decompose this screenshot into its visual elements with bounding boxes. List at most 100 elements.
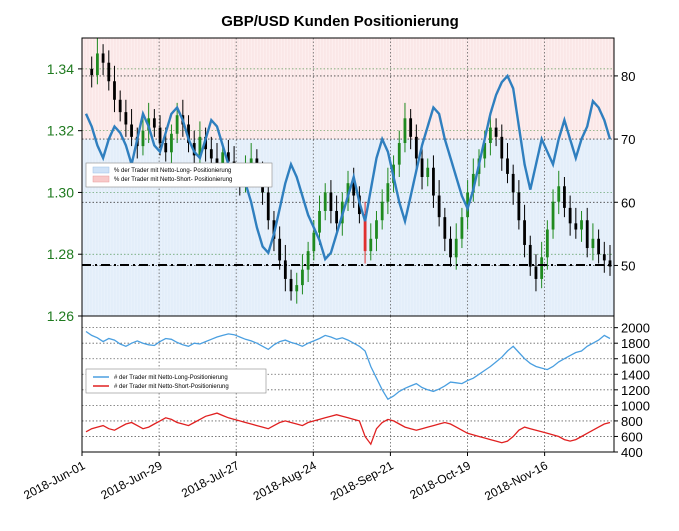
chart-title: GBP/USD Kunden Positionierung (221, 13, 459, 30)
legend-label-short-count: # der Trader mit Netto-Short-Positionier… (114, 384, 229, 390)
series-long-percentage (84, 73, 612, 262)
candle-body (557, 186, 561, 202)
candle-body (585, 220, 589, 249)
right-tick-label: 2000 (621, 321, 650, 336)
candle-body (306, 251, 310, 270)
x-tick-label: 2018-Sep-21 (328, 458, 396, 503)
price-panel: 1.34 1.32 1.30 1.28 1.26 80 70 60 50 (47, 37, 635, 324)
candle-body (226, 152, 230, 162)
short-band (82, 38, 614, 140)
candle-body (591, 238, 595, 249)
candle-body (278, 238, 282, 261)
candle-body (90, 68, 94, 76)
candle-body (528, 244, 532, 267)
candle-body (289, 278, 293, 292)
candle-body (164, 143, 168, 153)
candle-body (187, 124, 190, 144)
candle-body (118, 99, 122, 113)
left-tick-label: 1.28 (47, 246, 74, 262)
x-tick-label: 2018-Jun-29 (98, 458, 164, 502)
legend-label-long-count: # der Trader mit Netto-Long-Positionieru… (114, 375, 228, 381)
candle-body (335, 210, 339, 224)
right-tick-label: 80 (621, 69, 635, 84)
right-tick-label: 70 (621, 132, 635, 147)
legend-label-long: % der Trader mit Netto-Long- Positionier… (114, 168, 231, 174)
legend-label-short: % der Trader mit Netto-Short- Positionie… (114, 177, 232, 183)
right-tick-label: 50 (621, 258, 635, 273)
candle-body (409, 118, 413, 137)
candle-body (608, 260, 612, 267)
candle-body (574, 223, 578, 230)
x-axis: 2018-Jun-01 2018-Jun-29 2018-Jul-27 2018-Au… (21, 452, 550, 503)
left-tick-label: 1.32 (47, 123, 74, 139)
candle-body (602, 254, 606, 261)
candle-body (460, 217, 464, 239)
candle-body (420, 158, 424, 177)
candle-body (152, 118, 156, 128)
candle-body (511, 173, 515, 193)
candle-body (437, 195, 441, 218)
candle-body (266, 192, 270, 221)
candle-body (471, 173, 475, 193)
left-tick-label: 1.30 (47, 184, 74, 200)
right-tick-label: 600 (621, 429, 643, 444)
x-tick-label: 2018-Jul-27 (179, 458, 242, 500)
series-short-count (85, 412, 611, 446)
series-long-count (85, 330, 611, 401)
candle-body (426, 167, 430, 177)
right-tick-label: 60 (621, 195, 635, 210)
candle-body (454, 238, 458, 258)
candle-body (449, 238, 452, 258)
right-tick-label: 400 (621, 445, 643, 460)
candle-body (301, 269, 304, 286)
x-tick-label: 2018-Nov-16 (482, 458, 550, 503)
candle-body (283, 260, 287, 279)
candle-body (534, 266, 538, 279)
candle-body (113, 81, 116, 100)
candle-body (545, 229, 549, 258)
x-tick-label: 2018-Oct-19 (407, 458, 473, 502)
candle-body (483, 143, 487, 159)
candle-body (506, 158, 509, 174)
candle-body (141, 130, 145, 147)
candle-body (517, 192, 521, 221)
candle-body (488, 127, 492, 144)
candle-body (523, 220, 526, 245)
bottom-panel-frame (81, 315, 615, 453)
legend-percentage: % der Trader mit Netto-Long- Positionier… (85, 162, 273, 188)
right-tick-label: 1000 (621, 398, 650, 413)
candle-body (568, 207, 572, 224)
candle-body (221, 152, 225, 168)
candle-body (580, 220, 583, 230)
candle-body (352, 183, 356, 196)
left-tick-label: 1.26 (47, 308, 74, 324)
candle-body (130, 124, 133, 137)
candle-body (312, 232, 316, 252)
candle-body (563, 186, 566, 208)
candle-body (380, 201, 384, 221)
candle-body (363, 214, 367, 252)
candle-body (209, 149, 213, 159)
candle-body (107, 62, 111, 82)
candle-body (540, 257, 544, 279)
candle-body (403, 118, 407, 144)
candle-body (170, 133, 173, 153)
candle-body (375, 220, 378, 239)
legend-counts: # der Trader mit Netto-Long-Positionieru… (85, 368, 267, 394)
candle-body (432, 167, 435, 196)
candle-body (175, 115, 179, 134)
right-tick-label: 1600 (621, 352, 650, 367)
right-tick-label: 1800 (621, 336, 650, 351)
legend-swatch-short (92, 175, 110, 183)
candle-body (295, 285, 299, 292)
candle-body (397, 143, 401, 165)
candle-body (500, 136, 504, 159)
legend-swatch-long (92, 166, 110, 174)
candle-body (158, 127, 162, 144)
x-tick-label: 2018-Aug-24 (251, 458, 319, 503)
candle-body (443, 217, 447, 239)
candle-body (329, 192, 333, 211)
candle-body (494, 127, 498, 137)
x-tick-label: 2018-Jun-01 (21, 458, 87, 502)
left-tick-label: 1.34 (47, 61, 74, 77)
